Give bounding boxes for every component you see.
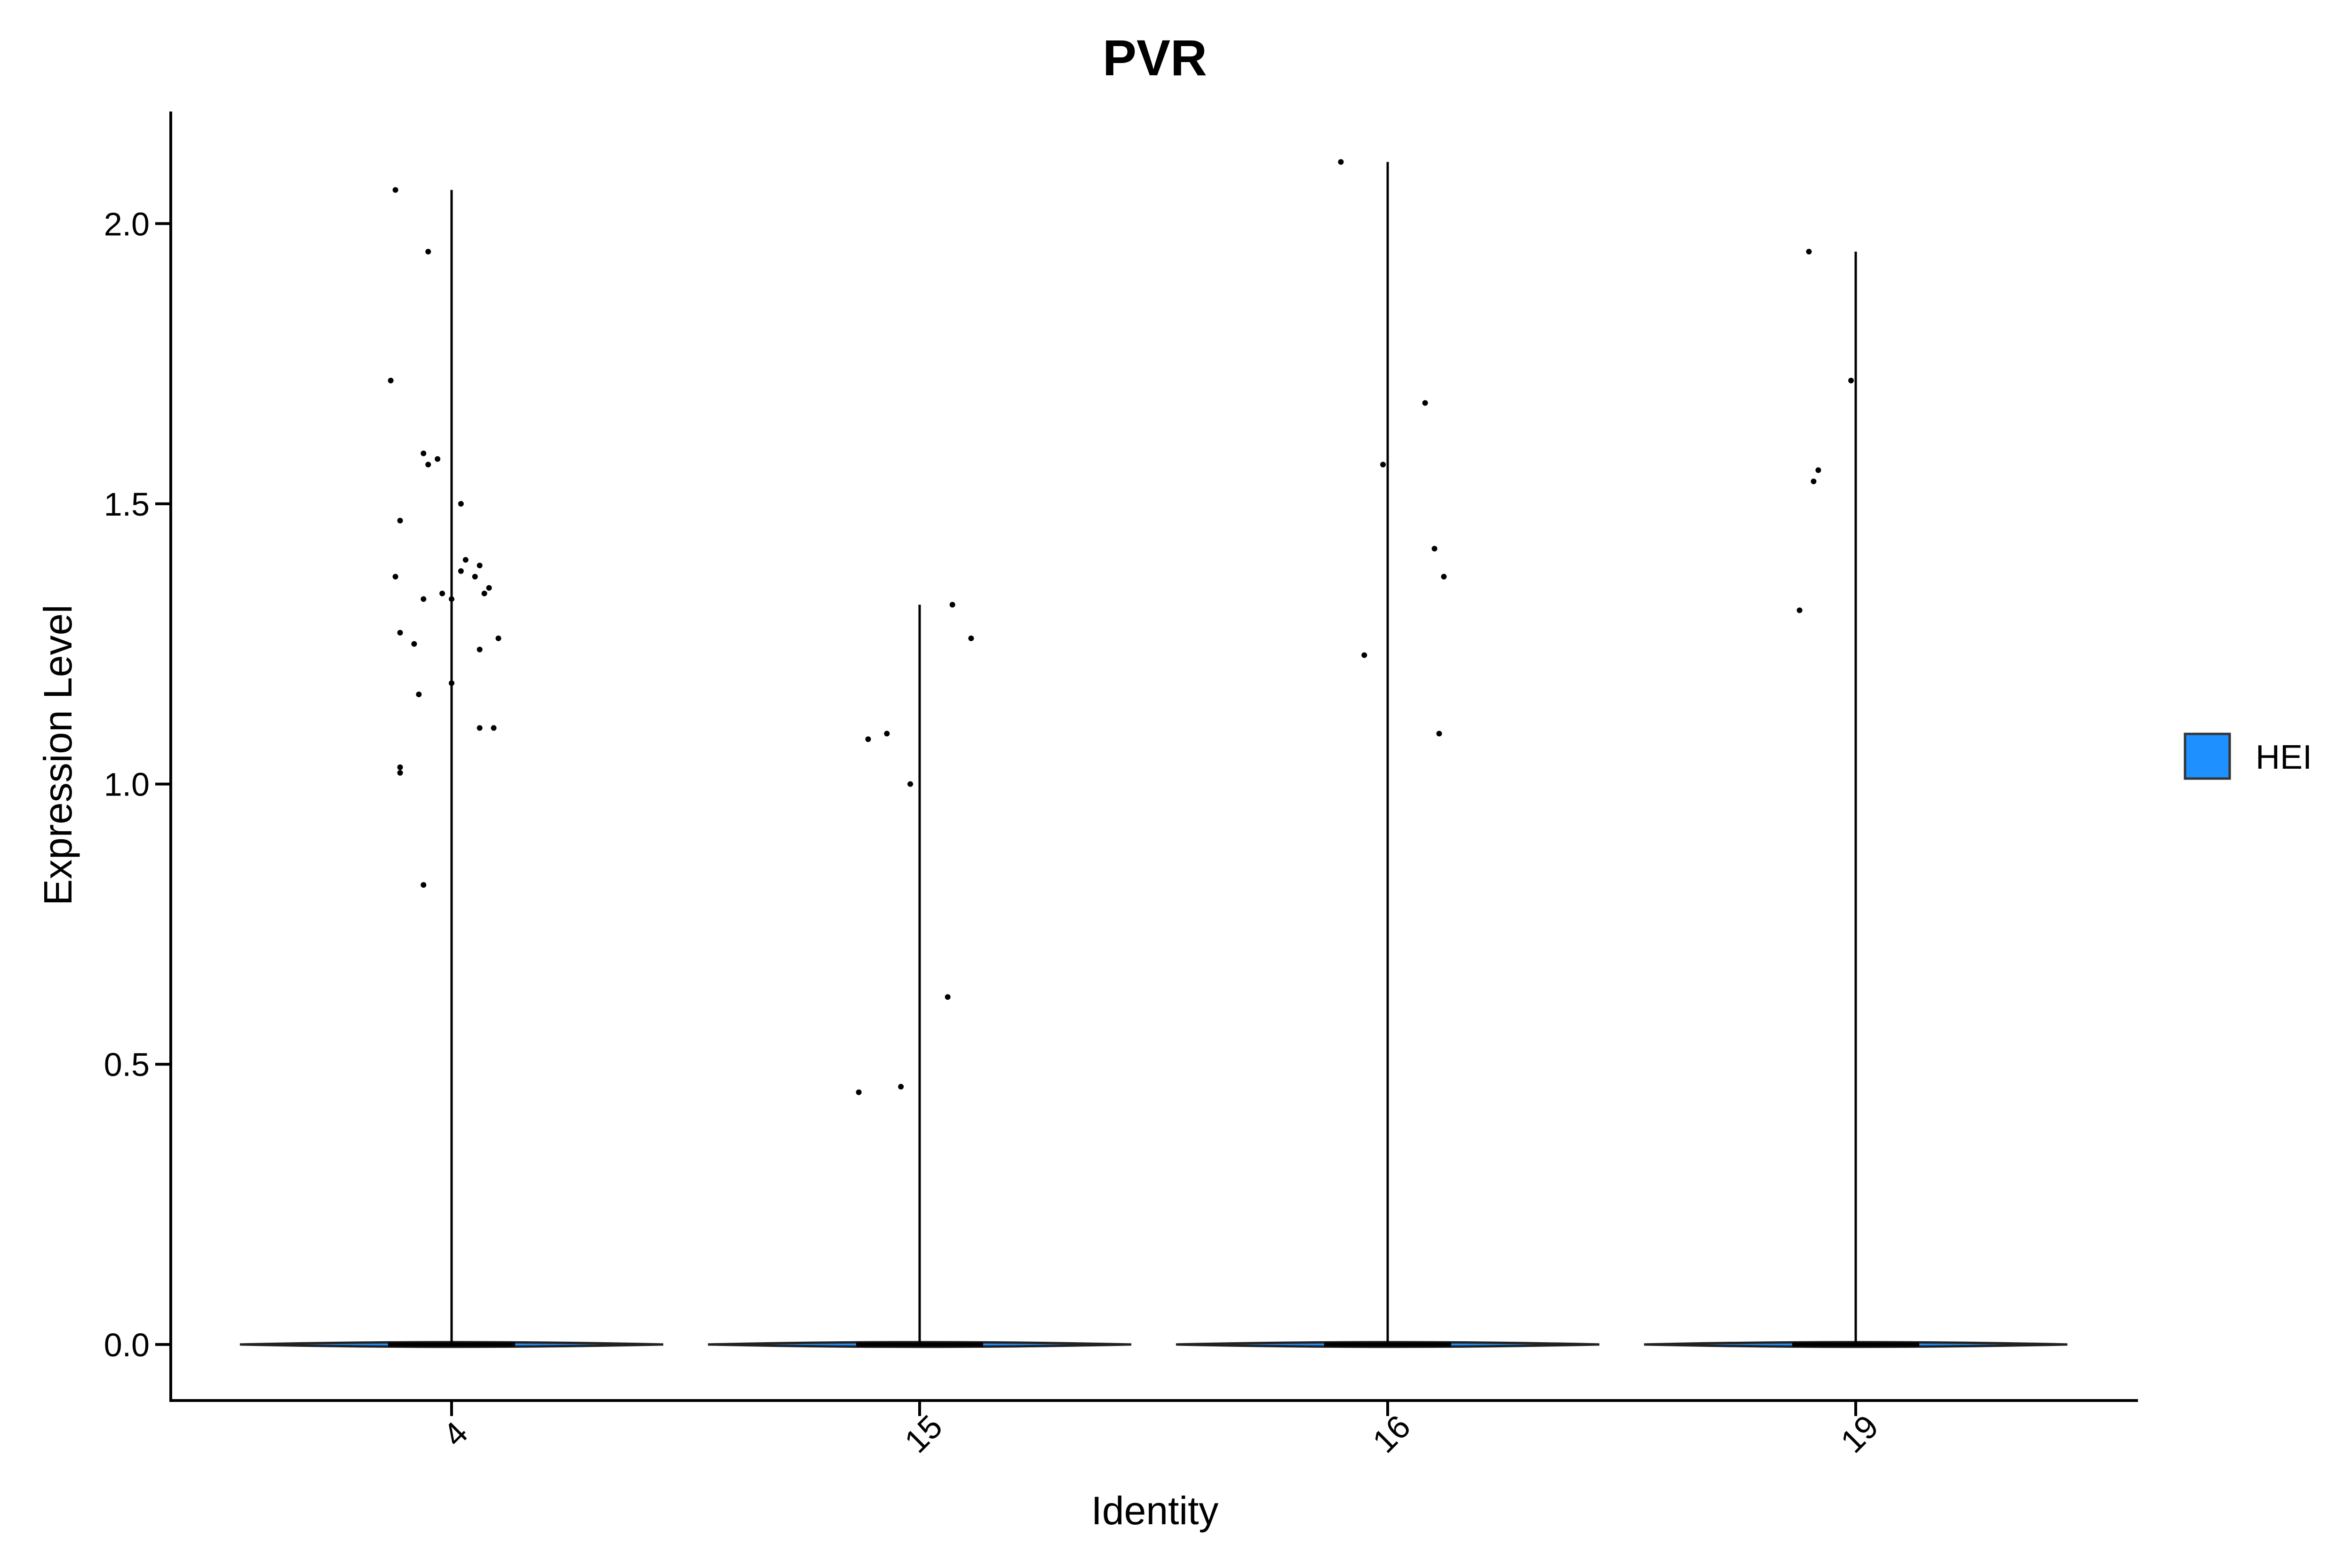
data-point <box>1436 731 1442 737</box>
data-point <box>1811 478 1817 485</box>
data-point <box>884 731 890 737</box>
data-point <box>865 736 871 742</box>
data-point <box>1431 546 1438 552</box>
data-point <box>481 590 487 597</box>
data-point <box>421 882 427 888</box>
data-point <box>477 562 483 568</box>
data-point <box>392 573 398 580</box>
data-point <box>1361 652 1367 658</box>
data-point <box>449 596 454 602</box>
data-point <box>898 1083 904 1090</box>
y-tick-label: 2.0 <box>104 206 150 242</box>
y-axis-ticks: 0.0 0.5 1.0 1.5 2.0 <box>104 206 171 1363</box>
data-point <box>1338 159 1344 165</box>
data-point <box>397 517 403 524</box>
data-point <box>435 456 441 462</box>
violins-layer <box>239 162 2068 1348</box>
data-point <box>477 646 483 653</box>
data-point <box>425 248 431 255</box>
data-point <box>1422 400 1428 406</box>
data-point <box>1815 467 1821 473</box>
data-point <box>392 187 398 193</box>
data-point <box>486 585 492 591</box>
data-point <box>411 641 417 647</box>
points-layer <box>388 159 1854 1095</box>
data-point <box>397 764 403 770</box>
data-point <box>1796 607 1803 613</box>
data-point <box>477 725 483 731</box>
data-point <box>1380 462 1386 468</box>
data-point <box>416 691 422 697</box>
legend: HEI <box>2184 732 2312 780</box>
data-point <box>462 557 469 563</box>
data-point <box>495 635 501 641</box>
y-axis-title: Expression Level <box>36 605 80 906</box>
data-point <box>907 781 914 787</box>
y-tick-label: 0.5 <box>104 1046 150 1083</box>
data-point <box>856 1089 862 1095</box>
data-point <box>439 590 445 597</box>
data-point <box>421 450 427 456</box>
legend-label-hei: HEI <box>2256 739 2312 776</box>
legend-swatch-hei <box>2184 732 2231 780</box>
data-point <box>491 725 497 731</box>
data-point <box>397 770 403 776</box>
data-point <box>458 568 464 574</box>
data-point <box>388 377 394 383</box>
chart-title: PVR <box>1103 29 1207 86</box>
data-point <box>1441 573 1447 580</box>
data-point <box>472 573 478 580</box>
data-point <box>949 602 955 608</box>
data-point <box>425 462 431 468</box>
data-point <box>458 501 464 507</box>
y-tick-label: 0.0 <box>104 1327 150 1363</box>
data-point <box>421 596 427 602</box>
data-point <box>449 680 454 686</box>
data-point <box>1848 377 1854 383</box>
data-point <box>397 629 403 636</box>
data-point <box>1806 248 1812 255</box>
data-point <box>945 994 951 1000</box>
y-tick-label: 1.0 <box>104 766 150 803</box>
x-axis-title: Identity <box>1091 1488 1219 1533</box>
data-point <box>968 635 974 641</box>
y-tick-label: 1.5 <box>104 486 150 523</box>
